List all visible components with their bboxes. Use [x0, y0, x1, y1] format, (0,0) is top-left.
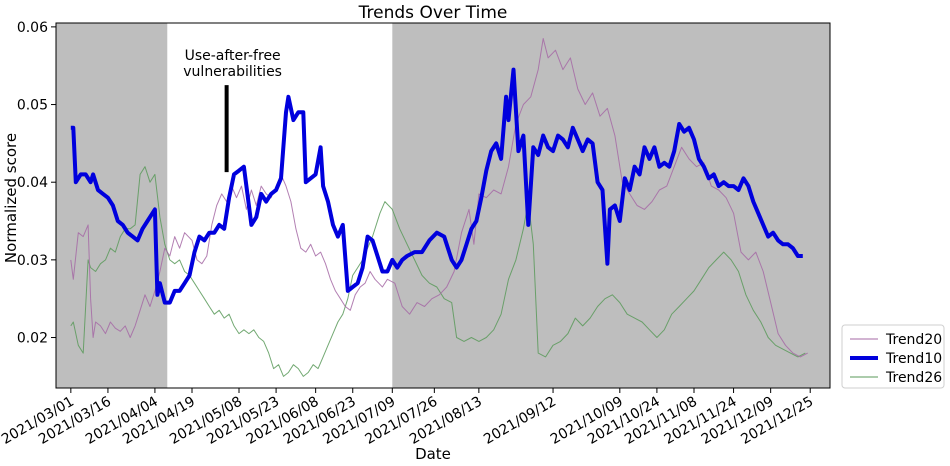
- y-tick-label: 0.06: [17, 20, 48, 36]
- x-axis: 2021/03/012021/03/162021/04/042021/04/19…: [0, 388, 816, 448]
- y-tick-label: 0.05: [17, 98, 48, 114]
- series-line-trend20: [70, 38, 808, 358]
- annotation-text-line2: vulnerabilities: [183, 64, 282, 80]
- y-tick-label: 0.04: [17, 175, 48, 191]
- legend-box: [841, 324, 945, 389]
- y-axis-label: Normalized score: [2, 133, 20, 263]
- shaded-regions: [56, 23, 830, 388]
- legend-label-trend26: Trend26: [885, 370, 942, 386]
- y-axis: 0.02 0.03 0.04 0.05 0.06: [17, 20, 56, 347]
- chart-title: Trends Over Time: [358, 3, 508, 23]
- series-line-trend10: [70, 67, 803, 305]
- series-lines: [70, 38, 808, 377]
- annotation: Use-after-free vulnerabilities: [183, 48, 282, 173]
- plot-frame: [55, 22, 831, 389]
- annotation-text-line1: Use-after-free: [185, 48, 281, 64]
- legend-label-trend10: Trend10: [885, 351, 942, 367]
- x-tick-label: 2021/09/12: [481, 394, 559, 448]
- legend-label-trend20: Trend20: [885, 332, 942, 348]
- legend: Trend20 Trend10 Trend26: [841, 324, 945, 389]
- x-axis-label: Date: [415, 445, 451, 463]
- y-tick-label: 0.03: [17, 253, 48, 269]
- shaded-region-2: [392, 23, 830, 388]
- y-tick-label: 0.02: [17, 331, 48, 347]
